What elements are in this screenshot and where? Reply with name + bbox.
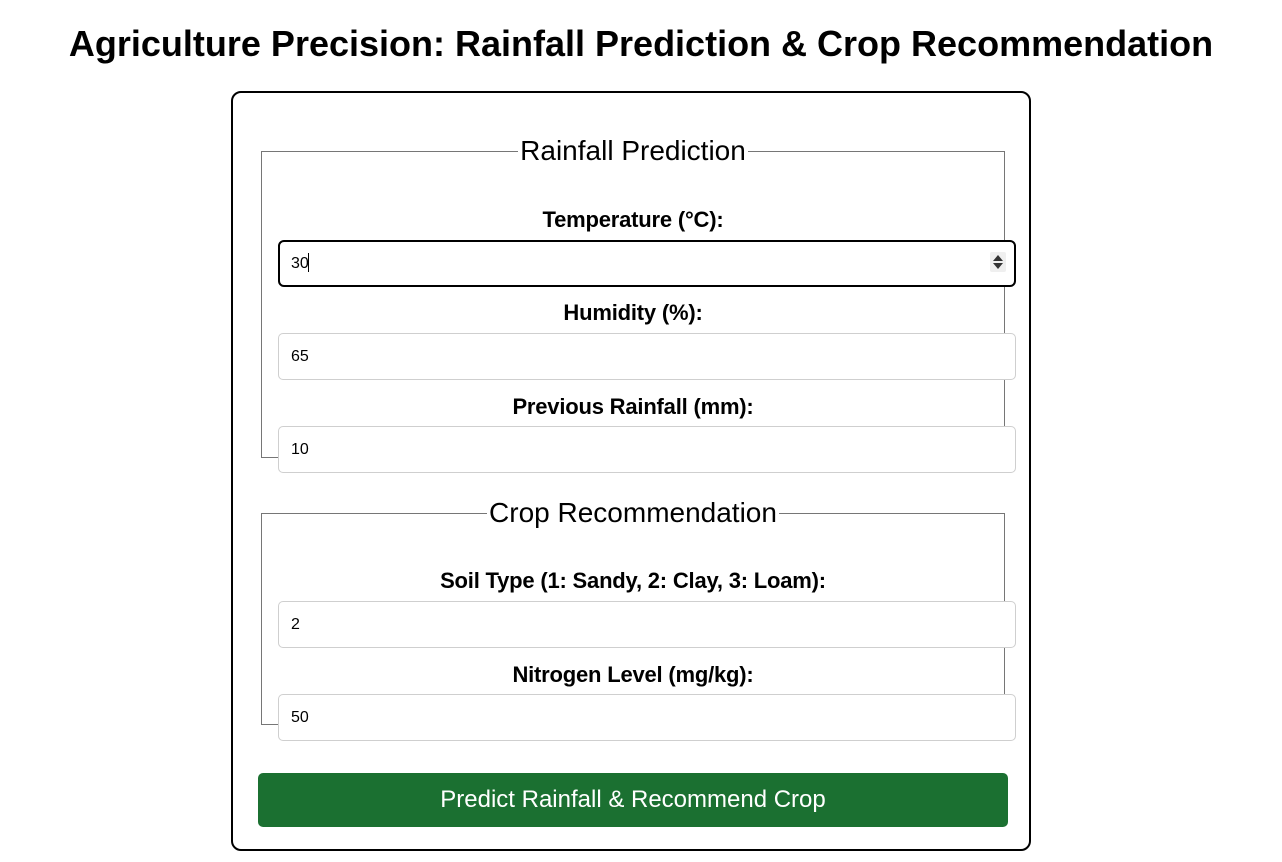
nitrogen-label: Nitrogen Level (mg/kg): bbox=[512, 662, 754, 687]
form-card: Rainfall Prediction Temperature (°C): Hu… bbox=[231, 91, 1031, 851]
soil-type-label: Soil Type (1: Sandy, 2: Clay, 3: Loam): bbox=[440, 568, 826, 593]
rainfall-legend: Rainfall Prediction bbox=[520, 135, 746, 166]
number-spinner[interactable] bbox=[990, 252, 1006, 272]
temperature-field[interactable] bbox=[278, 240, 1016, 287]
previous-rainfall-input[interactable] bbox=[278, 426, 1016, 473]
humidity-label: Humidity (%): bbox=[563, 300, 703, 325]
spinner-up-icon[interactable] bbox=[993, 255, 1003, 261]
previous-rainfall-label: Previous Rainfall (mm): bbox=[512, 394, 754, 419]
nitrogen-input[interactable] bbox=[278, 694, 1016, 741]
crop-legend: Crop Recommendation bbox=[489, 497, 777, 528]
temperature-label: Temperature (°C): bbox=[542, 207, 724, 232]
temperature-input[interactable] bbox=[278, 240, 1016, 287]
text-caret bbox=[308, 253, 309, 272]
rainfall-fieldset: Rainfall Prediction Temperature (°C): Hu… bbox=[261, 135, 1016, 473]
predict-button[interactable]: Predict Rainfall & Recommend Crop bbox=[258, 773, 1008, 827]
page-title: Agriculture Precision: Rainfall Predicti… bbox=[68, 23, 1214, 64]
humidity-input[interactable] bbox=[278, 333, 1016, 380]
crop-fieldset: Crop Recommendation Soil Type (1: Sandy,… bbox=[261, 497, 1016, 741]
soil-type-input[interactable] bbox=[278, 601, 1016, 648]
spinner-down-icon[interactable] bbox=[993, 263, 1003, 269]
